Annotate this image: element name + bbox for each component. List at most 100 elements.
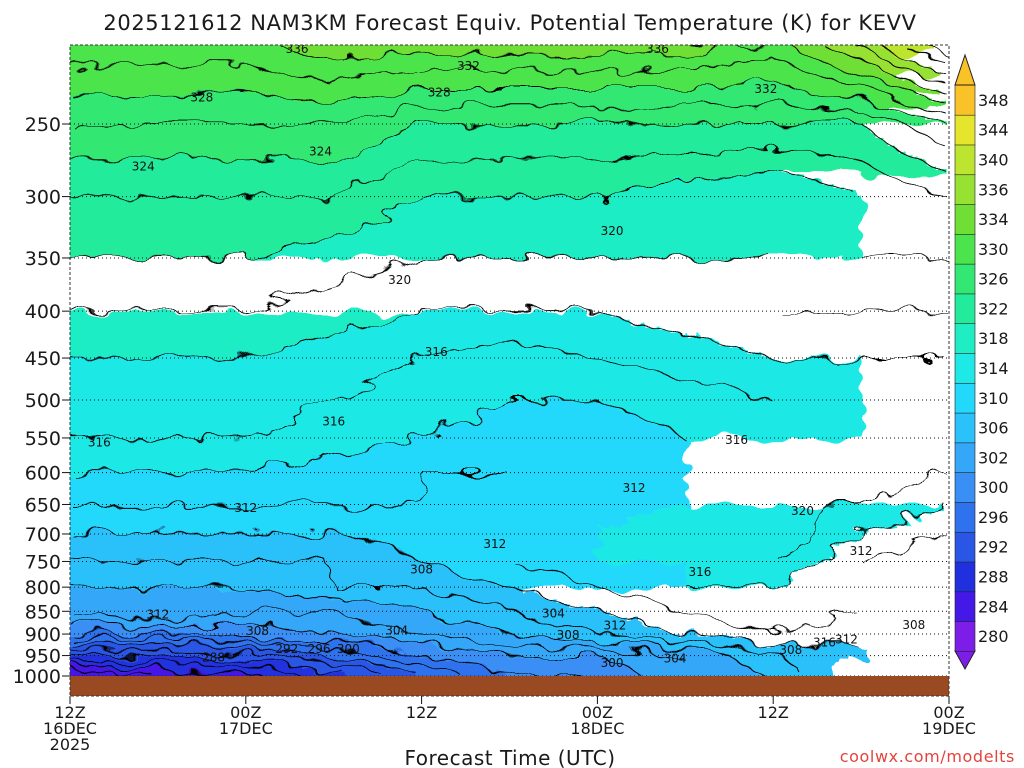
contour-line — [70, 257, 946, 312]
field-cell — [70, 609, 423, 614]
field-cell — [494, 581, 687, 586]
contour-label: 324 — [132, 159, 155, 173]
field-cell — [270, 249, 863, 254]
field-cell — [718, 45, 791, 50]
field-cell — [70, 469, 255, 474]
field-cell — [70, 57, 819, 62]
y-tick-label: 500 — [25, 390, 61, 412]
field-cell — [70, 613, 435, 618]
field-cell — [402, 89, 815, 94]
field-cell — [450, 617, 627, 622]
field-cell — [886, 81, 915, 86]
field-cell — [106, 665, 303, 670]
chart-title: 2025121612 NAM3KM Forecast Equiv. Potent… — [103, 11, 916, 35]
field-cell — [438, 429, 671, 434]
field-cell — [70, 653, 331, 658]
field-cell — [70, 201, 411, 206]
field-cell — [402, 605, 583, 610]
field-cell — [70, 513, 639, 518]
field-cell — [618, 641, 763, 646]
field-cell — [738, 661, 843, 666]
contour-line — [279, 45, 947, 104]
colorbar-tick-label: 296 — [978, 508, 1009, 527]
contour-line — [70, 171, 946, 259]
contour-line — [70, 101, 947, 148]
y-tick-label: 950 — [25, 646, 61, 668]
contour-label: 316 — [425, 345, 448, 359]
field-cell — [70, 157, 339, 162]
field-cell — [290, 649, 403, 654]
field-cell — [70, 313, 407, 318]
field-cell — [70, 485, 687, 490]
field-cell — [70, 213, 391, 218]
field-cell — [610, 525, 883, 530]
field-cell — [206, 669, 331, 674]
field-cell — [70, 53, 323, 58]
field-cell — [366, 145, 895, 150]
contour-label: 308 — [779, 643, 802, 657]
field-cell — [754, 669, 835, 674]
colorbar-swatch — [954, 114, 976, 146]
field-cell — [70, 421, 459, 426]
field-cell — [686, 573, 803, 578]
field-cell — [334, 333, 687, 338]
colorbar-swatch — [954, 382, 976, 414]
contour-label: 308 — [246, 624, 269, 638]
field-cell — [246, 657, 351, 662]
field-cell — [602, 529, 871, 534]
field-cell — [418, 673, 507, 676]
field-cell — [686, 581, 787, 586]
field-cell — [686, 577, 795, 582]
contour-label: 316 — [688, 565, 711, 579]
field-cell — [70, 581, 495, 586]
field-cell — [598, 545, 843, 550]
field-cell — [486, 665, 631, 670]
field-cell — [390, 545, 599, 550]
field-cell — [678, 433, 863, 438]
field-cell — [70, 481, 687, 486]
field-cell — [70, 401, 503, 406]
field-cell — [642, 417, 863, 422]
field-cell — [70, 509, 655, 514]
field-cell — [190, 633, 347, 638]
field-cell — [70, 377, 863, 382]
field-cell — [598, 533, 859, 538]
colorbar-tick-label: 288 — [978, 568, 1009, 587]
field-cell — [70, 645, 231, 650]
field-cell — [650, 421, 863, 426]
colorbar-swatch — [954, 203, 976, 235]
field-cell — [70, 113, 915, 118]
contour-line — [70, 560, 803, 676]
field-cell — [390, 213, 863, 218]
grid-lines — [70, 123, 949, 676]
field-cell — [70, 557, 419, 562]
y-tick-label: 650 — [25, 494, 61, 516]
field-cell — [330, 597, 555, 602]
field-cell — [494, 405, 615, 410]
field-cell — [458, 421, 651, 426]
field-cell — [250, 93, 375, 98]
field-cell — [70, 573, 467, 578]
contour-line — [70, 660, 311, 676]
colorbar-tick-label: 284 — [978, 597, 1009, 616]
field-cell — [306, 629, 499, 634]
field-cell — [654, 509, 931, 514]
colorbar-tick-label: 280 — [978, 627, 1009, 646]
field-cell — [70, 409, 487, 414]
field-cell — [70, 477, 687, 482]
field-cell — [70, 501, 687, 506]
theta-e-field — [70, 45, 947, 676]
field-cell — [70, 413, 475, 418]
ground-below-surface — [70, 676, 949, 696]
field-cell — [634, 669, 755, 674]
field-cell — [382, 217, 863, 222]
field-cell — [70, 601, 375, 606]
field-cell — [70, 221, 375, 226]
field-cell — [470, 661, 623, 666]
contour-label: 320 — [791, 504, 814, 518]
field-cell — [406, 205, 863, 210]
field-cell — [506, 653, 727, 658]
field-cell — [254, 253, 863, 258]
field-cell — [394, 133, 875, 138]
contour-label: 304 — [664, 651, 687, 665]
